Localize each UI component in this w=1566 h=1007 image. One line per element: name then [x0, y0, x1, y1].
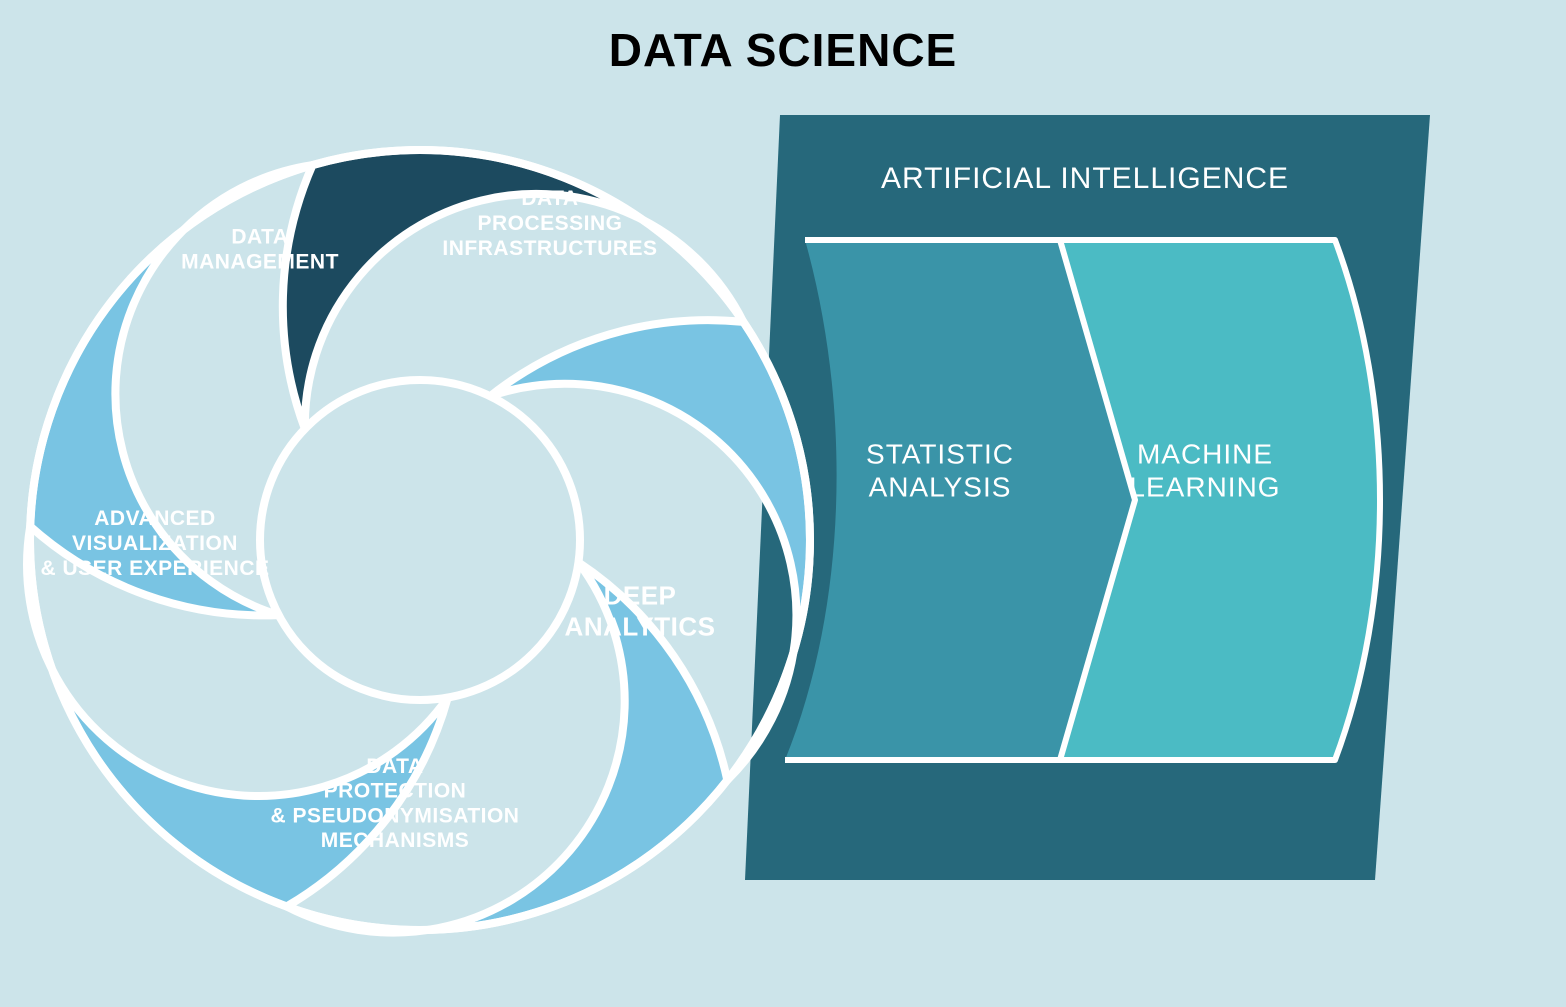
diagram-canvas: ARTIFICIAL INTELLIGENCESTATISTICANALYSIS… [0, 0, 1566, 1007]
page-title: DATA SCIENCE [609, 24, 958, 76]
ai-panel-group: ARTIFICIAL INTELLIGENCESTATISTICANALYSIS… [745, 115, 1430, 880]
spiral-center [260, 380, 580, 700]
ai-title: ARTIFICIAL INTELLIGENCE [881, 162, 1289, 195]
